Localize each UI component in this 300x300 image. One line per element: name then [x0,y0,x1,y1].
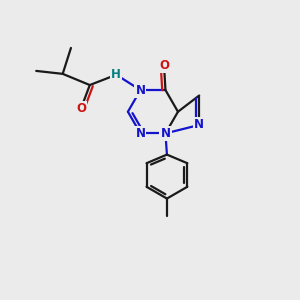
Text: O: O [159,58,169,71]
Text: O: O [76,102,86,115]
Text: N: N [194,118,204,131]
Text: N: N [135,83,146,97]
Text: H: H [111,68,121,81]
Text: N: N [135,127,146,140]
Text: N: N [160,127,170,140]
